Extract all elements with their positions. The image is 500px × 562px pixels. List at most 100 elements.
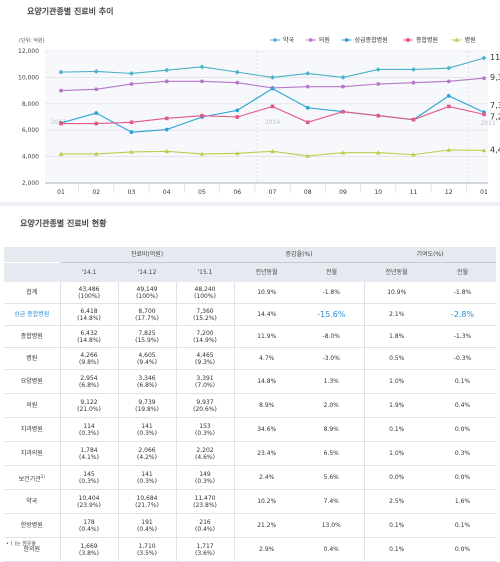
fee-value: 1,717 [196,542,214,550]
table-row: 상급 종합병원 6,418 (14.8%) 8,700 (17.7%) 7,360 (15.… [4,303,497,326]
row-label: 요양병원 [4,369,60,394]
data-point [482,112,486,117]
fee-share: (0.4%) [195,525,215,533]
fee-value: 4,605 [138,351,156,359]
change-mom-cell: 7.4% [299,489,365,514]
contrib-mom-cell: -1.3% [429,325,497,348]
fee-value: 10,404 [78,494,100,502]
x-tick-label: 06 [233,189,241,196]
fee-cell: 149 (0.3%) [175,465,234,490]
fee-cell: 9,739 (19.8%) [117,393,176,418]
data-point [270,75,275,80]
data-point [411,117,416,122]
legend-label: 상급종합병원 [355,36,388,44]
change-mom-cell: 0.4% [299,537,365,562]
data-point [482,76,486,81]
header-change-mom: 전월 [299,262,365,282]
legend-label: 의원 [319,36,330,44]
line-chart: 2,000 4,000 6,000 8,000 10,000 12,000 01 02 03 04… [18,36,500,196]
row-label-text: 의원 [26,402,38,409]
data-point [129,130,134,135]
change-yoy-cell: 11.9% [233,325,299,348]
table-row: 요양병원 2,954 (6.8%) 3,346 (6.8%) 3,391 (7.0%) 14.… [4,369,497,394]
x-tick-label: 04 [163,189,171,196]
fee-cell: 4,605 (9.4%) [117,347,176,370]
fee-value: 1,669 [80,542,98,550]
data-point [446,147,452,152]
contrib-yoy-cell: 1.0% [363,441,430,466]
data-point [446,93,451,98]
x-tick-label: 12 [445,189,453,196]
table-row: 병원 4,266 (9.8%) 4,605 (9.4%) 4,465 (9.3%) 4.7% -… [4,347,497,370]
data-point [344,38,349,42]
fee-cell: 178 (0.4%) [59,513,118,538]
fee-value: 114 [83,422,95,430]
data-point [446,65,452,71]
section-divider [0,202,500,206]
fee-cell: 1,669 (3.8%) [59,537,118,562]
data-point [58,69,64,75]
fee-cell: 49,149 (100%) [117,282,176,304]
data-point [305,153,311,158]
fee-value: 141 [141,422,153,430]
data-point [270,86,275,91]
y-tick-label: 8,000 [22,101,39,108]
data-point [270,104,275,109]
change-yoy-cell: 21.2% [233,513,299,538]
row-label-text: 상급 종합병원 [14,311,50,318]
contrib-mom-cell: -1.8% [429,282,497,304]
data-point [376,113,381,118]
row-label: 상급 종합병원 [4,303,60,326]
fee-share: (0.3%) [79,477,99,485]
data-point [200,79,204,84]
fee-cell: 2,066 (4.2%) [117,441,176,466]
change-yoy-cell: 8.9% [233,393,299,418]
fee-share: (19.8%) [135,405,159,413]
data-point [340,75,346,80]
change-yoy-cell: 2.9% [233,537,299,562]
fee-cell: 2,202 (4.6%) [175,441,234,466]
fee-value: 153 [199,422,211,430]
fee-share: (0.3%) [137,429,157,437]
y-tick-label: 6,000 [22,127,39,134]
data-point [58,151,64,156]
change-mom-cell: -1.8% [299,282,365,304]
fee-value: 3,346 [138,374,156,382]
contrib-mom-cell: 0.1% [429,369,497,394]
fee-share: (3.5%) [137,549,157,557]
fee-cell: 145 (0.3%) [59,465,118,490]
fee-value: 149 [199,470,211,478]
fee-value: 7,360 [196,307,214,315]
fee-share: (0.4%) [79,525,99,533]
fee-cell: 191 (0.4%) [117,513,176,538]
fee-value: 141 [141,470,153,478]
data-point [341,84,345,89]
row-label: 치과의원 [4,441,60,466]
series-end-label: 7,200 [490,112,500,121]
contrib-yoy-cell: 0.5% [363,347,430,370]
data-point [411,67,416,72]
data-point [406,38,410,42]
contrib-yoy-cell: 10.9% [363,282,430,304]
fee-cell: 114 (0.3%) [59,417,118,442]
data-point [164,67,170,73]
fee-value: 216 [199,518,211,526]
fee-cell: 7,825 (15.9%) [117,325,176,348]
header-contrib-yoy: 전년동월 [364,262,430,282]
contrib-yoy-cell: 0.1% [363,417,430,442]
data-point [235,80,240,85]
row-label-text: 치과의원 [20,450,43,457]
fee-share: (0.3%) [137,477,157,485]
data-point [199,64,205,70]
x-tick-label: 05 [198,189,206,196]
contrib-mom-cell: -2.8% [429,303,497,326]
fee-value: 1,710 [138,542,156,550]
fee-cell: 6,418 (14.8%) [59,303,118,326]
fee-value: 9,937 [196,398,214,406]
x-tick-label: 08 [304,189,312,196]
change-yoy-cell: 2.4% [233,465,299,490]
data-point [200,113,204,118]
fee-cell: 4,465 (9.3%) [175,347,234,370]
fee-cell: 8,700 (17.7%) [117,303,176,326]
row-label-text: 요양병원 [20,378,43,385]
